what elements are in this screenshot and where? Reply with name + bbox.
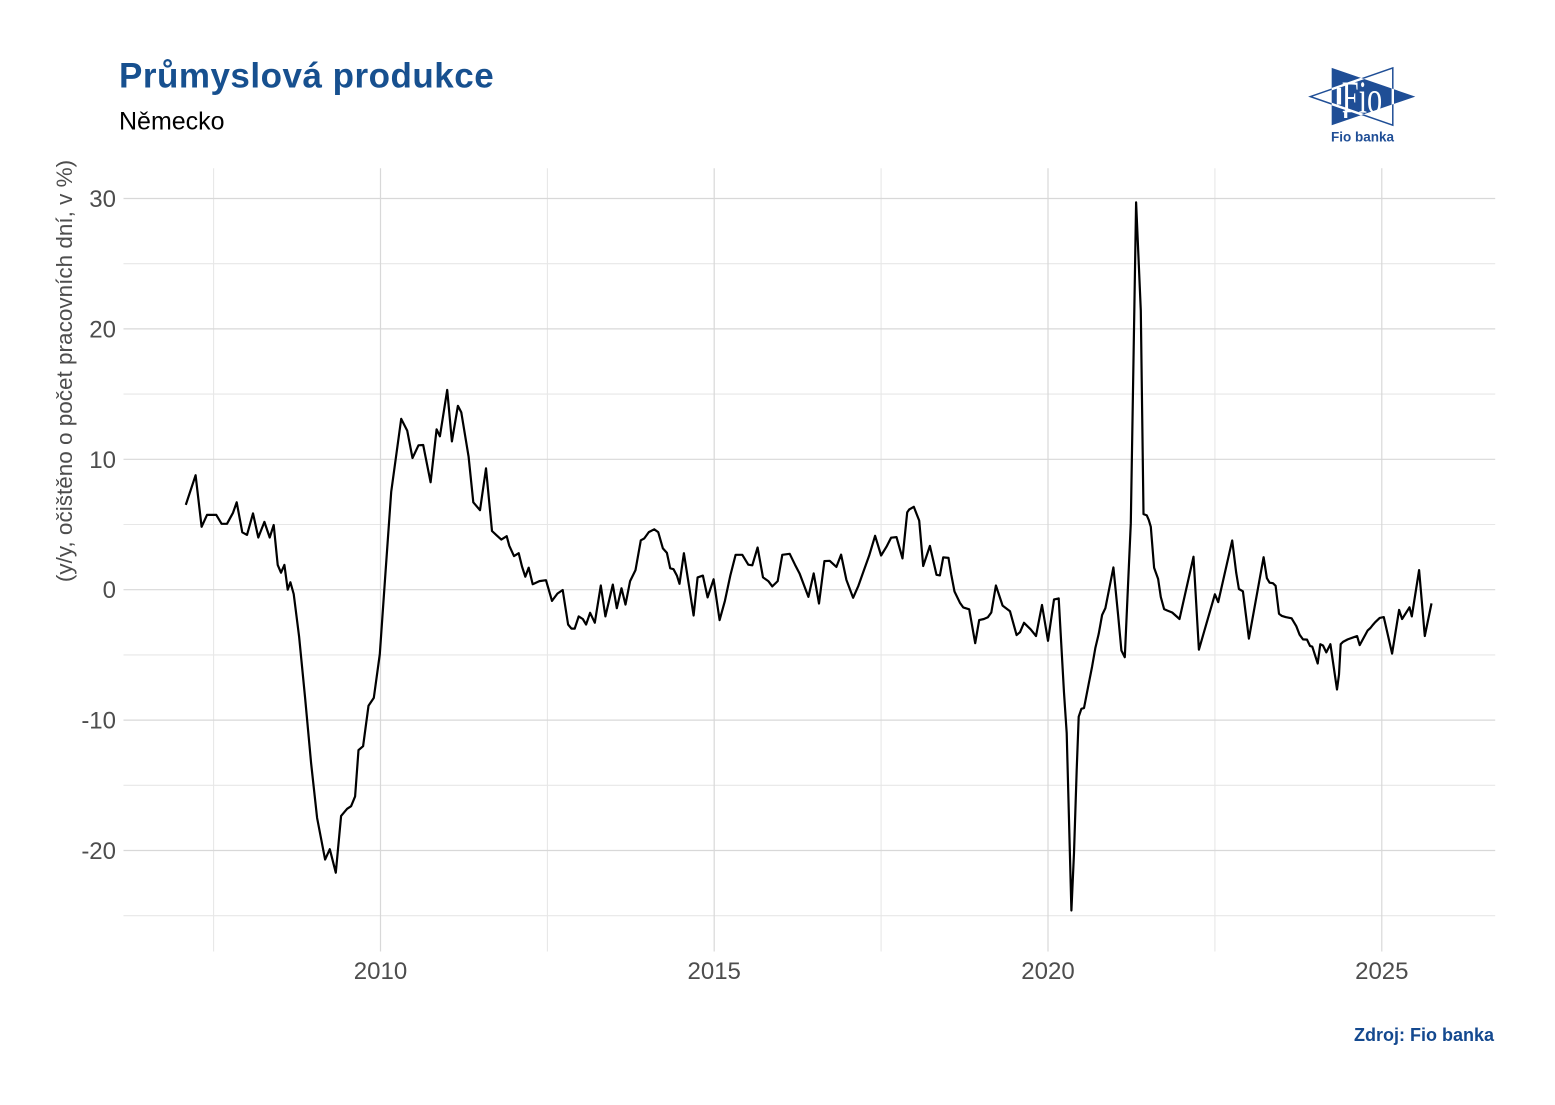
svg-text:10: 10 [89, 447, 116, 474]
svg-text:Německo: Německo [119, 108, 225, 136]
svg-text:2010: 2010 [354, 958, 407, 985]
svg-text:20: 20 [89, 316, 116, 343]
svg-text:2015: 2015 [688, 958, 741, 985]
svg-text:-20: -20 [81, 838, 116, 865]
svg-text:0: 0 [103, 577, 116, 604]
svg-text:-10: -10 [81, 708, 116, 735]
svg-text:Fio: Fio [1342, 72, 1382, 123]
svg-text:30: 30 [89, 186, 116, 213]
svg-text:(y/y, očištěno o počet pracovn: (y/y, očištěno o počet pracovních dní, v… [52, 160, 77, 582]
svg-text:Fio banka: Fio banka [1331, 130, 1395, 145]
svg-text:Průmyslová produkce: Průmyslová produkce [119, 57, 494, 96]
svg-text:2020: 2020 [1021, 958, 1074, 985]
svg-text:Zdroj: Fio banka: Zdroj: Fio banka [1354, 1025, 1495, 1045]
svg-text:2025: 2025 [1355, 958, 1408, 985]
